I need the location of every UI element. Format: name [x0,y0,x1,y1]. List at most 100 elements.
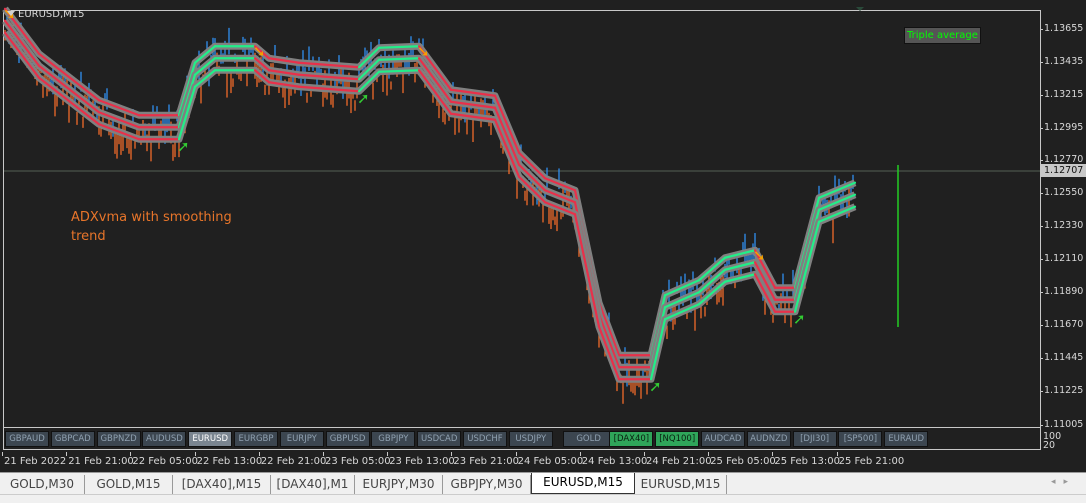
band-center-line [543,201,577,216]
symbol-button-usdjpy[interactable]: USDJPY [508,431,553,447]
symbol-button-gbpusd[interactable]: GBPUSD [325,431,370,447]
symbol-button-eurusd[interactable]: EURUSD [188,431,233,447]
symbol-button-gbpaud[interactable]: GBPAUD [5,431,49,447]
tab-scroll-arrows-icon[interactable]: ◂▸ [1050,477,1076,487]
band-center-line [753,261,777,301]
chart-window: ➘ ➚ ➘ ➚ ➘ ➚ ➘ ➚ EURUSD,M15 Triple average ADXvm… [0,0,1086,472]
chart-title: EURUSD,M15 [7,9,84,20]
band-center-line [37,64,101,114]
tab-dax40-m15[interactable]: [DAX40],M15 [173,475,271,495]
symbol-button-euraud[interactable]: EURAUD [884,431,929,447]
symbol-button-gbpcad[interactable]: GBPCAD [50,431,95,447]
status-bar [0,494,1086,503]
band-center-line [193,69,217,88]
tab-eurjpy-m30[interactable]: EURJPY,M30 [355,475,443,495]
chart-plot-area[interactable] [3,10,1041,428]
chart-symbol-label: EURUSD,M15 [18,9,85,20]
band-center-line [377,45,421,49]
price-tick: 1.12110 [1039,253,1084,264]
band-center-line [517,175,547,204]
symbol-button-dji30[interactable]: [DJI30] [792,431,837,447]
time-tick: 22 Feb 21:00 [258,452,327,467]
band-center-line [297,73,361,81]
symbol-button-usdcad[interactable]: USDCAD [417,431,462,447]
price-tick: 1.13655 [1039,23,1084,34]
price-tick: 1.12995 [1039,122,1084,133]
time-tick: 25 Feb 21:00 [836,452,905,467]
band-center-line [493,94,521,154]
price-tick: 1.11890 [1039,286,1084,297]
band-center-line [817,193,857,211]
symbol-button-audusd[interactable]: AUDUSD [142,431,187,447]
symbol-button-sp500[interactable]: [SP500] [838,431,883,447]
subwindow-level: 20 [1043,440,1056,451]
symbol-button-gold[interactable]: GOLD [562,431,615,447]
symbol-button-nq100[interactable]: [NQ100] [655,431,700,447]
arrow-up-icon: ➚ [649,377,662,395]
band-center-line [357,58,381,81]
arrow-up-icon: ➚ [793,310,806,328]
band-center-line [377,69,421,73]
price-tick: 1.11670 [1039,319,1084,330]
band-center-line [377,57,421,61]
band-center-line [753,273,777,313]
symbol-button-audcad[interactable]: AUDCAD [701,431,745,447]
tab-gold-m30[interactable]: GOLD,M30 [0,475,85,495]
band-center-line [37,76,101,126]
band-center-line [193,45,217,64]
tab-gold-m15[interactable]: GOLD,M15 [85,475,173,495]
current-price-label: 1.12707 [1041,164,1086,177]
band-center-line [357,70,381,93]
band-center-line [357,46,381,69]
band-center-line [37,52,101,102]
band-center-line [449,88,497,97]
price-tick: 1.12550 [1039,187,1084,198]
dropdown-triangle-icon[interactable] [7,11,15,16]
symbol-button-eurjpy[interactable]: EURJPY [279,431,324,447]
time-tick: 23 Feb 13:00 [387,452,455,467]
band-center-line [297,85,361,93]
arrow-up-icon: ➚ [357,89,370,107]
band-center-line [267,69,301,76]
tab-eurusd-m15[interactable]: EURUSD,M15 [531,473,635,494]
band-center-line [3,7,41,55]
band-center-line [177,85,197,141]
symbol-button-gbpjpy[interactable]: GBPJPY [371,431,416,447]
time-tick: 21 Feb 2022 [1,452,67,467]
band-center-line [517,151,547,180]
tab-dax40-m1[interactable]: [DAX40],M1 [271,475,355,495]
symbol-button-gbpnzd[interactable]: GBPNZD [96,431,141,447]
subwindow-level: 100 [1043,431,1062,442]
band-center-line [449,100,497,109]
price-tick: 1.11225 [1039,385,1084,396]
band-center-line [3,19,41,67]
band-center-line [253,45,271,60]
indicator-legend[interactable]: Triple average [904,27,981,44]
band-center-line [649,318,667,381]
band-center-line [267,81,301,88]
symbol-button-eurgbp[interactable]: EURGBP [234,431,278,447]
price-tick: 1.11445 [1039,352,1084,363]
band-center-line [97,111,141,129]
time-tick: 24 Feb 21:00 [644,452,712,467]
tab-eurusd-m15[interactable]: EURUSD,M15 [635,475,727,495]
tab-gbpjpy-m30[interactable]: GBPJPY,M30 [443,475,531,495]
band-center-line [697,280,727,306]
symbol-button-usdchf[interactable]: USDCHF [463,431,507,447]
band-center-line [517,163,547,192]
band-center-line [543,189,577,204]
band-center-line [597,325,621,381]
price-tick: 1.12330 [1039,220,1084,231]
time-tick: 22 Feb 13:00 [194,452,263,467]
arrow-down-icon: ➘ [253,42,266,60]
symbol-button-audnzd[interactable]: AUDNZD [746,431,791,447]
band-center-line [543,177,577,192]
band-center-line [417,69,453,115]
band-center-line [97,99,141,117]
price-chart: ➘➚➘➚➘➚➘➚ [2,5,1040,404]
symbol-button-dax40[interactable]: [DAX40] [609,431,654,447]
band-center-line [297,61,361,69]
price-tick: 1.13215 [1039,89,1084,100]
time-tick: 23 Feb 05:00 [323,452,391,467]
band-center-line [97,123,141,141]
